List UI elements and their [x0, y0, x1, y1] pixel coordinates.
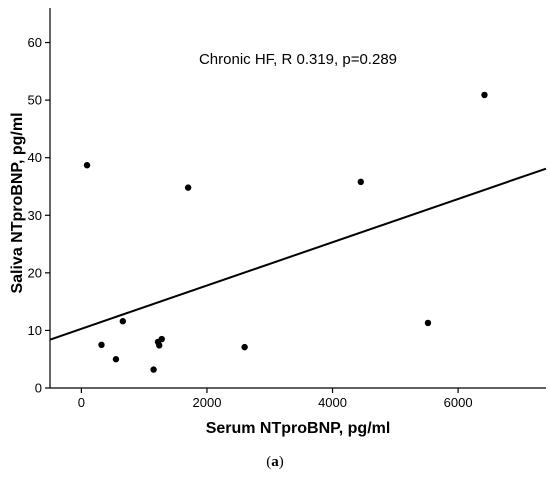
data-point [112, 356, 120, 363]
figure-caption: (a) [0, 454, 550, 471]
data-point [119, 318, 127, 325]
data-point [83, 161, 91, 169]
y-tick-label: 50 [28, 93, 42, 108]
data-point [98, 341, 105, 349]
x-axis-title: Serum NTproBNP, pg/ml [206, 420, 391, 437]
y-axis-title: Saliva NTproBNP, pg/ml [9, 112, 26, 293]
data-point [481, 91, 488, 99]
caption-close: ) [278, 454, 284, 470]
data-point [156, 342, 163, 349]
y-tick-label: 0 [35, 381, 42, 396]
x-tick-label: 0 [78, 395, 85, 410]
data-point [158, 335, 165, 343]
data-point [150, 366, 157, 373]
x-tick-label: 6000 [444, 395, 473, 410]
data-point [184, 184, 192, 191]
scatter-chart: 0 10 20 30 40 50 60 0 2000 4000 6000 Chronic HF, R… [9, 8, 547, 437]
data-point [241, 343, 248, 351]
y-tick-label: 60 [28, 35, 42, 50]
x-tick-label: 2000 [193, 395, 222, 410]
data-point [357, 178, 364, 186]
y-tick-label: 40 [28, 150, 42, 165]
y-tick-label: 30 [28, 208, 42, 223]
caption-letter: a [271, 454, 279, 470]
y-tick-label: 20 [28, 265, 42, 280]
y-tick-label: 10 [28, 323, 42, 338]
caption-open: ( [266, 454, 272, 470]
plot-area: 0 10 20 30 40 50 60 0 2000 4000 6000 [28, 8, 547, 410]
data-point [424, 319, 432, 327]
regression-line [49, 167, 547, 341]
chart-annotation: Chronic HF, R 0.319, p=0.289 [199, 51, 397, 68]
x-tick-label: 4000 [318, 395, 347, 410]
